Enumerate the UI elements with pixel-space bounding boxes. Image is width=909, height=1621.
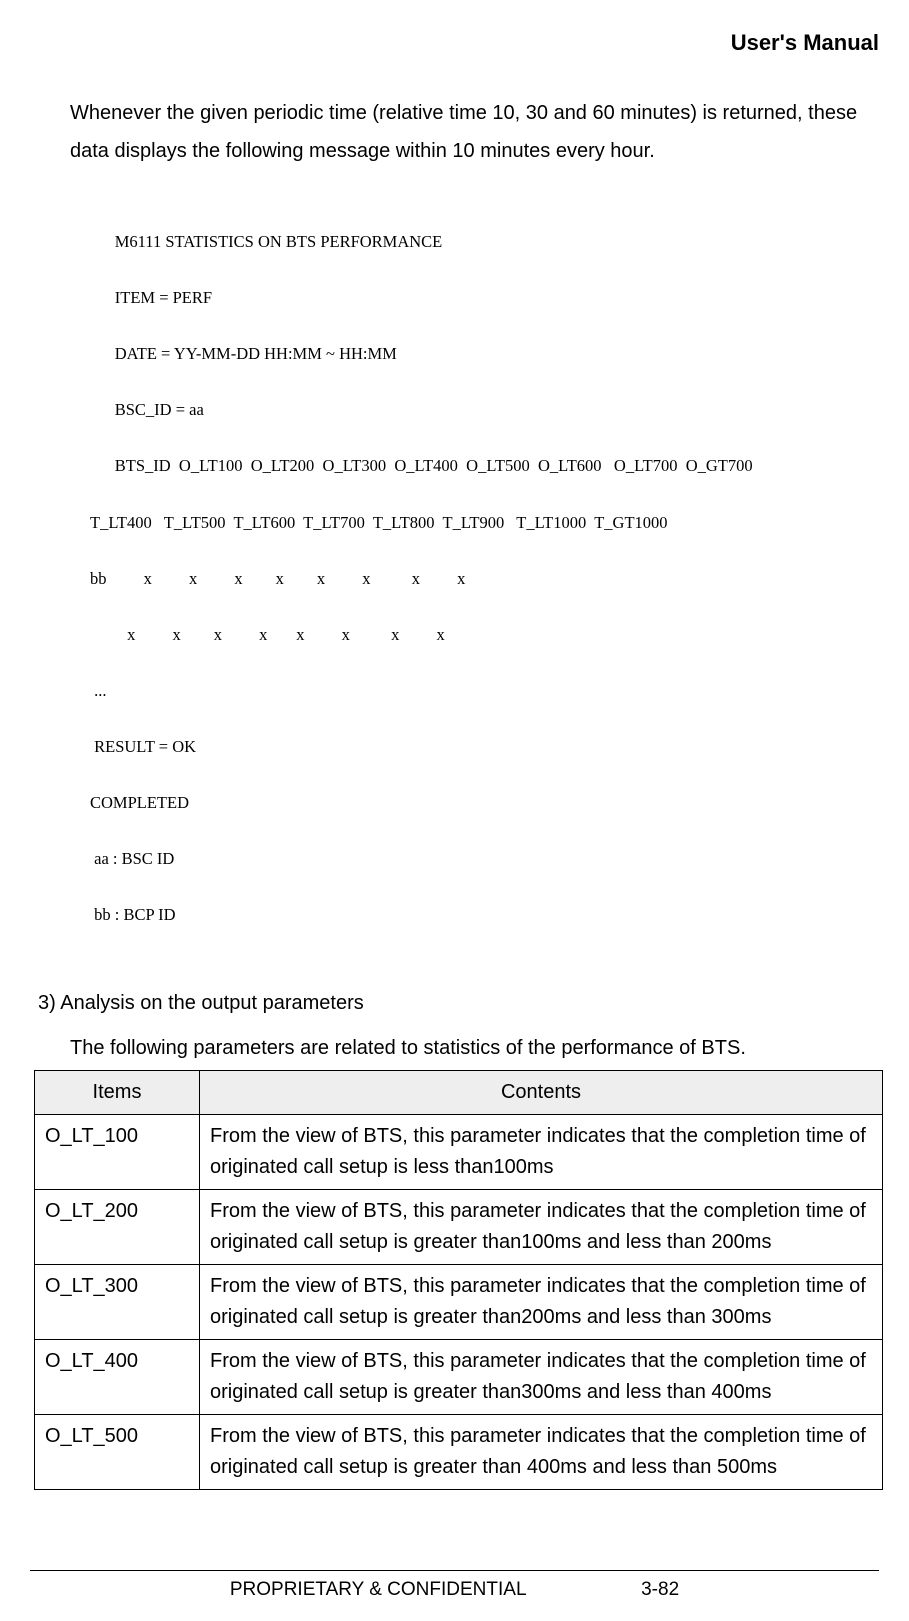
intro-paragraph: Whenever the given periodic time (relati… (70, 94, 879, 170)
table-cell-item: O_LT_200 (35, 1190, 200, 1265)
stats-line: bb : BCP ID (90, 901, 879, 929)
footer-page-number: 3-82 (641, 1579, 679, 1601)
stats-line: ITEM = PERF (90, 284, 879, 312)
table-cell-item: O_LT_500 (35, 1415, 200, 1490)
table-row: O_LT_400 From the view of BTS, this para… (35, 1340, 883, 1415)
table-row: O_LT_100 From the view of BTS, this para… (35, 1115, 883, 1190)
table-cell-content: From the view of BTS, this parameter ind… (200, 1265, 883, 1340)
table-cell-content: From the view of BTS, this parameter ind… (200, 1415, 883, 1490)
parameters-table: Items Contents O_LT_100 From the view of… (34, 1070, 883, 1490)
stats-line: ... (90, 677, 879, 705)
table-cell-content: From the view of BTS, this parameter ind… (200, 1115, 883, 1190)
stats-line: T_LT400 T_LT500 T_LT600 T_LT700 T_LT800 … (90, 509, 879, 537)
table-row: O_LT_200 From the view of BTS, this para… (35, 1190, 883, 1265)
stats-line: BSC_ID = aa (90, 396, 879, 424)
stats-line: aa : BSC ID (90, 845, 879, 873)
stats-output-block: M6111 STATISTICS ON BTS PERFORMANCE ITEM… (90, 200, 879, 957)
table-cell-content: From the view of BTS, this parameter ind… (200, 1190, 883, 1265)
table-cell-item: O_LT_300 (35, 1265, 200, 1340)
table-intro: The following parameters are related to … (70, 1037, 879, 1060)
table-cell-item: O_LT_100 (35, 1115, 200, 1190)
table-header-row: Items Contents (35, 1071, 883, 1115)
stats-line: x x x x x x x x (90, 621, 879, 649)
stats-line: DATE = YY-MM-DD HH:MM ~ HH:MM (90, 340, 879, 368)
footer-confidential: PROPRIETARY & CONFIDENTIAL (230, 1579, 526, 1600)
table-header-contents: Contents (200, 1071, 883, 1115)
page-header-title: User's Manual (30, 30, 879, 56)
table-row: O_LT_500 From the view of BTS, this para… (35, 1415, 883, 1490)
stats-line: bb x x x x x x x x (90, 565, 879, 593)
page-footer: PROPRIETARY & CONFIDENTIAL 3-82 (30, 1570, 879, 1601)
table-cell-content: From the view of BTS, this parameter ind… (200, 1340, 883, 1415)
table-header-items: Items (35, 1071, 200, 1115)
section-heading: 3) Analysis on the output parameters (38, 992, 879, 1015)
table-row: O_LT_300 From the view of BTS, this para… (35, 1265, 883, 1340)
stats-line: BTS_ID O_LT100 O_LT200 O_LT300 O_LT400 O… (90, 452, 879, 480)
table-cell-item: O_LT_400 (35, 1340, 200, 1415)
stats-line: M6111 STATISTICS ON BTS PERFORMANCE (90, 228, 879, 256)
stats-line: RESULT = OK (90, 733, 879, 761)
stats-line: COMPLETED (90, 789, 879, 817)
